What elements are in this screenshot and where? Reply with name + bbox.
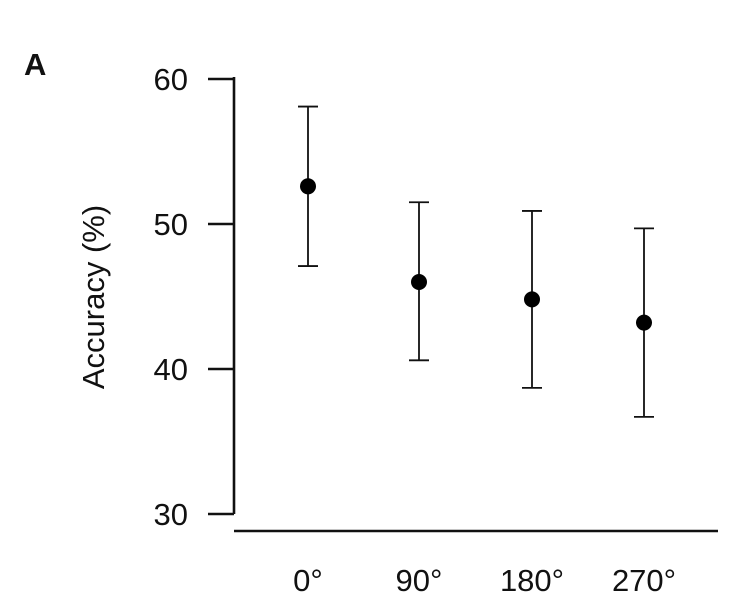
y-axis-title: Accuracy (%) [76,205,111,389]
y-tick-label: 50 [154,207,188,242]
data-point [411,274,427,290]
x-tick-label: 90° [396,563,443,598]
panel-label: A [24,47,46,82]
y-ticks: 30 40 50 60 [154,62,234,532]
data-point [636,314,652,331]
x-tick-label: 270° [612,563,676,598]
y-tick-label: 60 [154,62,188,97]
x-tick-label: 180° [500,563,564,598]
x-tick-labels: 0° 90° 180° 270° [293,563,676,598]
y-tick-label: 40 [154,352,188,387]
x-tick-label: 0° [293,563,323,598]
data-point [300,178,316,195]
data-points [298,105,654,418]
y-tick-label: 30 [154,497,188,532]
data-point [524,291,540,308]
